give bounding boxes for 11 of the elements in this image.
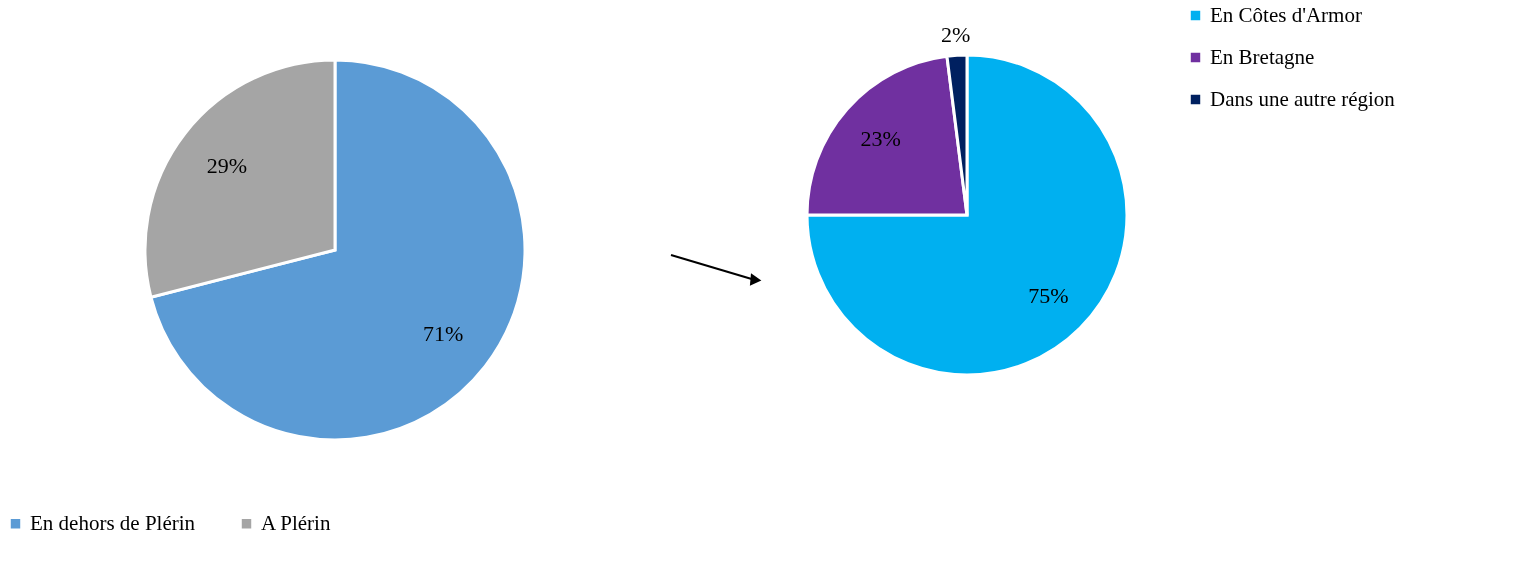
data-label: 23% bbox=[860, 125, 901, 151]
data-label: 75% bbox=[1028, 283, 1069, 309]
legend-label: En Bretagne bbox=[1210, 44, 1315, 69]
legend-label: A Plérin bbox=[261, 510, 331, 535]
pie-slice bbox=[805, 53, 1129, 377]
data-label: 71% bbox=[422, 320, 464, 346]
data-label: 2% bbox=[941, 22, 971, 48]
legend-label: En dehors de Plérin bbox=[30, 510, 196, 535]
legend-label: Dans une autre région bbox=[1210, 86, 1396, 111]
legend-label: En Côtes d'Armor bbox=[1210, 2, 1362, 27]
data-label: 29% bbox=[206, 153, 248, 179]
